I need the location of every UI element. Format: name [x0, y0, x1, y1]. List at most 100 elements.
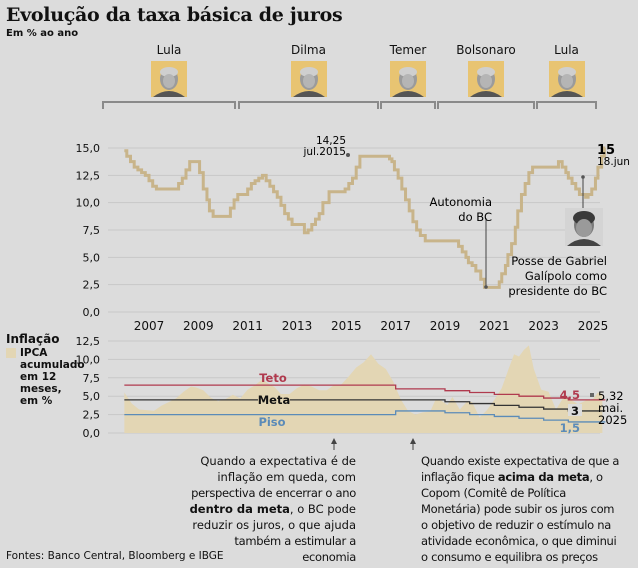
selic-y-tick-label: 0,0 [83, 306, 101, 319]
note-right-line: , o [589, 470, 603, 484]
meta-label-gap [258, 394, 290, 406]
ipca-last-marker [590, 393, 594, 397]
source-note: Fontes: Banco Central, Bloomberg e IBGE [6, 550, 224, 562]
selic-y-tick-label: 7,5 [83, 224, 101, 237]
note-left-line: reduzir os juros, o que ajuda [192, 518, 356, 532]
inflation-title: Inflação [6, 332, 60, 346]
left-note-arrow [331, 438, 337, 450]
ipca-last-value: 5,32 [598, 389, 624, 403]
note-right-line: o objetivo de reduzir o estímulo na [421, 518, 611, 532]
right-note-arrow [410, 438, 416, 450]
ipca-legend-line5: em % [20, 395, 53, 407]
dilma-portrait [290, 61, 327, 97]
inflation-y-tick-label: 10,0 [76, 353, 101, 366]
teto-last-value: 4,5 [560, 388, 580, 402]
note-right-line: inflação fique [421, 470, 498, 484]
note-right-line: o consumo e equilibra os preços [421, 550, 598, 564]
piso-line [124, 410, 606, 423]
selic-x-tick-label: 2007 [134, 319, 165, 333]
inflation-legend: IPCA acumulado em 12 meses, em % [6, 347, 85, 407]
inflation-y-tick-label: 7,5 [83, 372, 101, 385]
selic-grid [108, 147, 600, 313]
selic-x-tick-label: 2019 [430, 319, 461, 333]
note-right-line: Copom (Comitê de Política [421, 486, 567, 500]
term-bracket [238, 101, 379, 109]
galipolo-label-3: presidente do BC [508, 284, 607, 298]
autonomy-marker [484, 285, 488, 289]
galipolo-label-1: Posse de Gabriel [511, 254, 607, 268]
note-left-line: também a estimular a economia [234, 534, 356, 564]
ipca-legend-line4: meses, [20, 383, 62, 395]
term-bracket [102, 101, 236, 109]
ipca-legend-line1: IPCA [20, 347, 48, 359]
selic-x-tick-label: 2017 [380, 319, 411, 333]
selic-y-tick-label: 10,0 [76, 197, 101, 210]
note-left-bold: dentro da meta [189, 502, 290, 516]
temer-portrait [390, 61, 426, 97]
note-left-line: inflação em queda, com [217, 470, 356, 484]
galipolo-marker [581, 175, 585, 179]
piso-label: Piso [258, 415, 285, 429]
note-right-line: atividade econômica, o que diminui [421, 534, 617, 548]
autonomy-label-1: Autonomia [430, 195, 492, 209]
selic-x-tick-label: 2021 [479, 319, 510, 333]
selic-x-tick-label: 2011 [232, 319, 263, 333]
selic-y-tick-label: 15,0 [76, 142, 101, 155]
president-name: Bolsonaro [456, 43, 516, 57]
teto-line [124, 384, 606, 401]
president-name: Dilma [291, 43, 326, 57]
selic-x-tick-label: 2013 [282, 319, 313, 333]
inflation-y-tick-label: 5,0 [83, 390, 101, 403]
lula-portrait [151, 61, 187, 97]
selic-y-tick-label: 12,5 [76, 169, 101, 182]
ipca-last-date-1: mai. [598, 401, 623, 415]
term-bracket [380, 101, 436, 109]
note-right-bold: acima da meta [497, 470, 590, 484]
lula-portrait [548, 61, 585, 97]
ipca-area [124, 345, 603, 433]
galipolo-portrait [565, 208, 603, 246]
term-bracket [437, 101, 535, 109]
ipca-legend-swatch [6, 348, 16, 358]
last-selic-date: 18.jun [597, 156, 630, 168]
selic-chart: 0,0 2,5 5,0 7,5 10,0 12,5 15,0 2007 2009 2011 201… [76, 135, 630, 333]
peak-2015-value: 14,25 [316, 135, 346, 147]
meta-last-value: 3 [571, 404, 579, 418]
chart-subtitle: Em % ao ano [6, 28, 79, 39]
ipca-legend-line3: em 12 [20, 371, 57, 383]
note-rate-cut: Quando a expectativa é de inflação em qu… [186, 453, 357, 565]
selic-x-tick-label: 2015 [331, 319, 362, 333]
note-left-line: perspectiva de encerrar o ano [191, 486, 356, 500]
selic-y-tick-label: 5,0 [83, 251, 101, 264]
selic-x-axis: 2007 2009 2011 2013 2015 2017 2019 2021 2023 2025 [134, 319, 609, 333]
selic-x-tick-label: 2023 [528, 319, 559, 333]
meta-last-gap [568, 404, 582, 416]
last-selic-value: 15 [597, 143, 615, 158]
inflation-y-tick-label: 12,5 [76, 335, 101, 348]
inflation-y-tick-label: 0,0 [83, 427, 101, 440]
president-name: Temer [389, 43, 427, 57]
selic-x-tick-label: 2025 [578, 319, 609, 333]
teto-label: Teto [259, 371, 287, 385]
ipca-legend-line2: acumulado [20, 359, 85, 371]
note-left-line: , o BC pode [289, 502, 356, 516]
president-name: Lula [156, 43, 182, 57]
president-name: Lula [554, 43, 579, 57]
piso-last-value: 1,5 [560, 421, 580, 435]
ipca-last-date-2: 2025 [598, 413, 627, 427]
inflation-y-tick-label: 2,5 [83, 409, 101, 422]
bolsonaro-portrait [468, 61, 504, 97]
peak-2015-date: jul.2015 [302, 146, 346, 158]
note-left-line: Quando a expectativa é de [200, 454, 356, 468]
note-right-line: Quando existe expectativa de que a [421, 454, 620, 468]
autonomy-label-2: do BC [458, 210, 492, 224]
note-rate-hike: Quando existe expectativa de que a infla… [421, 453, 636, 565]
meta-label: Meta [258, 393, 291, 407]
selic-x-tick-label: 2009 [183, 319, 214, 333]
chart-title: Evolução da taxa básica de juros [6, 4, 343, 26]
galipolo-label-2: Galípolo como [525, 269, 607, 283]
term-bracket [536, 101, 597, 109]
selic-y-tick-label: 2,5 [83, 279, 101, 292]
peak-2015-marker [346, 153, 350, 157]
inflation-y-axis: 0,0 2,5 5,0 7,5 10,0 12,5 [76, 335, 101, 440]
